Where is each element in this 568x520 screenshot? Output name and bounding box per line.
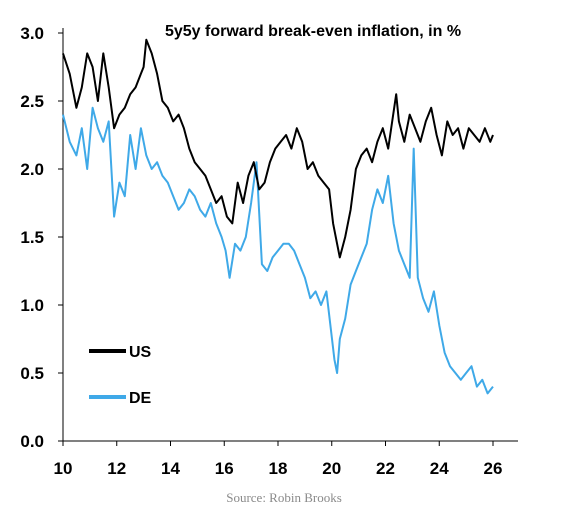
y-tick-label: 0.0	[20, 432, 44, 451]
source-note: Source: Robin Brooks	[226, 490, 342, 505]
legend-label-us: US	[129, 344, 152, 361]
y-tick-group: 0.0 0.5 1.0 1.5 2.0 2.5 3.0	[20, 24, 63, 451]
plot-area: 0.0 0.5 1.0 1.5 2.0 2.5 3.0 10 12 14 16 18 20 22 24 26	[20, 24, 518, 478]
y-tick-label: 1.5	[20, 228, 44, 247]
x-tick-label: 26	[484, 459, 503, 478]
chart-title: 5y5y forward break-even inflation, in %	[165, 23, 461, 40]
legend-label-de: DE	[129, 390, 152, 407]
x-tick-group: 10 12 14 16 18 20 22 24 26	[54, 441, 503, 478]
x-tick-label: 10	[54, 459, 73, 478]
x-tick-label: 16	[215, 459, 234, 478]
y-tick-label: 0.5	[20, 364, 44, 383]
y-tick-label: 3.0	[20, 24, 44, 43]
x-tick-label: 12	[107, 459, 126, 478]
y-tick-label: 2.0	[20, 160, 44, 179]
x-tick-label: 20	[322, 459, 341, 478]
series-line-de	[62, 106, 494, 395]
x-tick-label: 18	[269, 459, 288, 478]
x-tick-label: 14	[161, 459, 180, 478]
x-tick-label: 24	[430, 459, 449, 478]
x-tick-label: 22	[376, 459, 395, 478]
y-tick-label: 2.5	[20, 92, 44, 111]
series-line-us	[62, 38, 494, 259]
y-tick-label: 1.0	[20, 296, 44, 315]
legend: US DE	[89, 344, 152, 407]
